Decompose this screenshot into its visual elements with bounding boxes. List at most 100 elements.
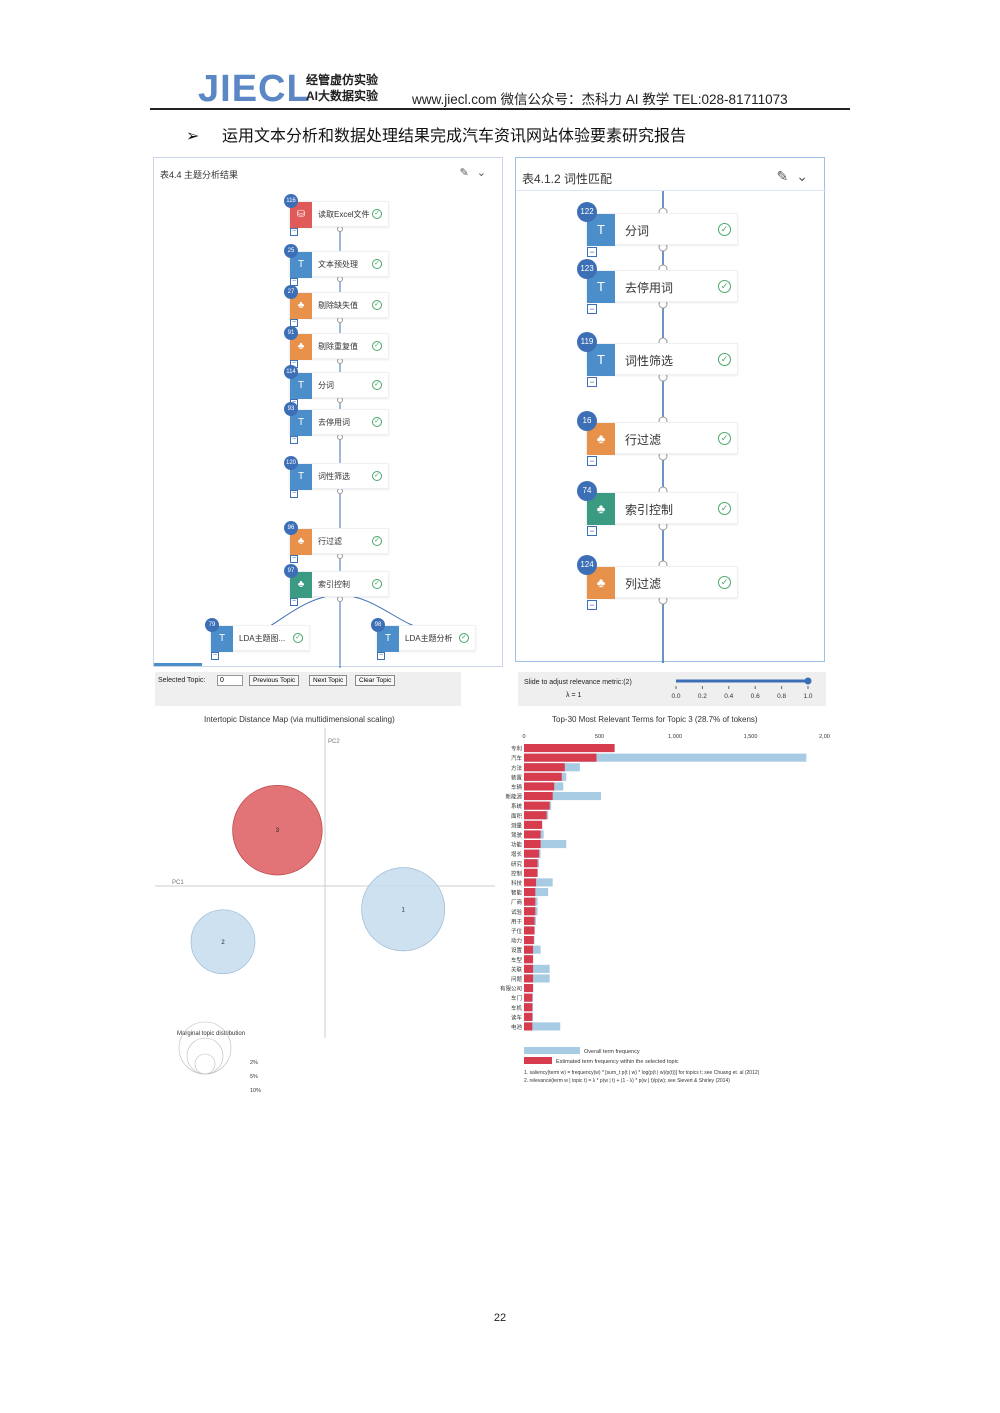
panel-scrollbar[interactable] — [154, 663, 202, 666]
port-dot — [337, 553, 343, 559]
slider-label: Slide to adjust relevance metric:(2) — [524, 679, 632, 686]
collapse-icon[interactable]: − — [587, 456, 597, 466]
slider-tick-label: 1.0 — [803, 693, 812, 700]
collapse-icon[interactable]: − — [587, 304, 597, 314]
workflow-node[interactable]: T分词✓114− — [284, 365, 389, 407]
node-id-badge: 114 — [284, 365, 298, 379]
topic-frequency-bar — [524, 801, 550, 810]
workflow-node[interactable]: ♣ 行过滤 ✓ 16− — [577, 411, 738, 466]
page-number: 22 — [493, 1312, 507, 1324]
slider-tick-label: 0.0 — [671, 693, 680, 700]
selected-topic-input[interactable] — [217, 675, 243, 686]
check-circle-icon: ✓ — [372, 341, 382, 351]
clear-topic-button[interactable]: Clear Topic — [355, 675, 396, 686]
previous-topic-button[interactable]: Previous Topic — [249, 675, 300, 686]
collapse-icon[interactable]: − — [377, 652, 385, 660]
next-topic-button[interactable]: Next Topic — [309, 675, 348, 686]
slider-handle — [804, 677, 812, 685]
legend-overall-swatch — [524, 1047, 580, 1054]
term-label: 厂商 — [511, 898, 523, 906]
term-label: 用于 — [511, 918, 523, 925]
bullet-arrow-icon: ➢ — [186, 128, 200, 145]
workflow-node[interactable]: T 去停用词 ✓ 93 − — [284, 402, 389, 444]
workflow-node[interactable]: T LDA主题图... ✓ 79 − — [205, 618, 310, 660]
pc1-label: PC1 — [172, 880, 184, 886]
topic-frequency-bar — [524, 868, 538, 877]
collapse-icon[interactable]: − — [587, 600, 597, 610]
overall-frequency-bar — [524, 753, 807, 762]
term-label: 设置 — [511, 946, 523, 954]
legend-circle — [186, 1037, 224, 1075]
term-label: 关联 — [511, 965, 523, 973]
term-label: 车型 — [511, 956, 523, 964]
contact-info: www.jiecl.com 微信公众号：杰科力 AI 教学 TEL:028-81… — [412, 92, 788, 107]
panel-header-divider — [516, 190, 826, 191]
collapse-icon[interactable]: − — [290, 436, 298, 444]
overall-frequency-bar — [524, 878, 553, 887]
port-dot — [337, 434, 343, 440]
legend-estimated-label: Estimated term frequency within the sele… — [556, 1059, 679, 1065]
topic-frequency-bar — [524, 830, 541, 839]
node-id-badge: 16 — [577, 411, 597, 431]
node-label: 分词 — [318, 381, 334, 390]
overall-frequency-bar — [524, 888, 549, 897]
topic-frequency-bar — [524, 1022, 533, 1031]
database-icon: ⛁ — [290, 202, 312, 228]
tree-icon: ♣ — [290, 334, 312, 360]
check-circle-icon: ✓ — [372, 300, 382, 310]
workflow-node[interactable]: T 词性筛选 ✓ 119− — [577, 332, 738, 387]
check-circle-icon: ✓ — [372, 417, 382, 427]
workflow-node[interactable]: ♣ 行过滤 ✓ 96 − — [284, 521, 389, 563]
collapse-icon[interactable]: − — [290, 228, 298, 236]
topic-frequency-bar — [524, 936, 534, 945]
workflow-node[interactable]: ⛁ 读取Excel文件 ✓ 116 − — [284, 194, 389, 236]
distance-map-title: Intertopic Distance Map (via multidimens… — [204, 715, 395, 724]
term-label: 测量 — [511, 821, 523, 829]
edit-icon[interactable]: ✎ — [776, 168, 797, 184]
workflow-node[interactable]: T 词性筛选 ✓ 120 − — [284, 456, 389, 498]
node-label: 行过滤 — [318, 537, 342, 546]
workflow-node[interactable]: ♣ 索引控制 ✓ 97 − — [284, 564, 389, 606]
node-id-badge: 123 — [577, 259, 597, 279]
legend-level-label: 2% — [250, 1060, 258, 1066]
topic-frequency-bar — [524, 849, 540, 858]
node-label: LDA主题图... — [239, 634, 286, 643]
section-heading-text: 运用文本分析和数据处理结果完成汽车资讯网站体验要素研究报告 — [222, 128, 687, 145]
node-id-badge: 98 — [371, 618, 385, 632]
topic-frequency-bar — [524, 888, 536, 897]
node-id-badge: 74 — [577, 481, 597, 501]
topic-frequency-bar — [524, 897, 536, 906]
term-label: 面积 — [511, 813, 523, 820]
collapse-icon[interactable]: − — [587, 377, 597, 387]
logo-sub-line-1: 经管虚仿实验 — [306, 73, 379, 87]
workflow-node[interactable]: ♣ 索引控制 ✓ 74− — [577, 481, 738, 536]
relevance-slider[interactable]: 0.0 0.2 0.4 0.6 0.8 1.0 — [518, 672, 826, 706]
check-circle-icon: ✓ — [372, 259, 382, 269]
topic-frequency-bar — [524, 763, 565, 772]
node-id-badge: 124 — [577, 555, 597, 575]
topic-frequency-bar — [524, 907, 536, 916]
tree-icon: ♣ — [290, 293, 312, 319]
collapse-icon[interactable]: − — [587, 247, 597, 257]
workflow-node[interactable]: T LDA主题分析 ✓ 98 − — [371, 618, 476, 660]
check-circle-icon: ✓ — [718, 502, 731, 515]
collapse-icon[interactable]: − — [587, 526, 597, 536]
legend-circle — [178, 1021, 232, 1075]
section-heading: ➢ 运用文本分析和数据处理结果完成汽车资讯网站体验要素研究报告 — [186, 122, 686, 146]
collapse-icon[interactable]: − — [290, 490, 298, 498]
topic-label: 1 — [402, 907, 406, 913]
collapse-icon[interactable]: − — [211, 652, 219, 660]
workflow-node[interactable]: T 去停用词 ✓ 123− — [577, 259, 738, 314]
chevron-down-icon[interactable]: ⌄ — [796, 168, 816, 184]
slider-tick-label: 0.4 — [724, 693, 733, 700]
workflow-node[interactable]: ♣ 列过滤 ✓ 124− — [577, 555, 738, 610]
workflow-node[interactable]: T 文本预处理 ✓ 25− — [284, 244, 389, 286]
workflow-node[interactable]: ♣ 剔除缺失值 ✓ 27− — [284, 285, 389, 327]
chevron-down-icon[interactable]: ⌄ — [476, 167, 494, 179]
workflow-node[interactable]: ♣ 剔除重复值 ✓ 91− — [284, 326, 389, 368]
node-label: 词性筛选 — [625, 354, 674, 368]
edit-icon[interactable]: ✎ — [459, 167, 477, 179]
workflow-node[interactable]: T 分词 ✓ 122− — [577, 202, 738, 257]
collapse-icon[interactable]: − — [290, 555, 298, 563]
collapse-icon[interactable]: − — [290, 598, 298, 606]
